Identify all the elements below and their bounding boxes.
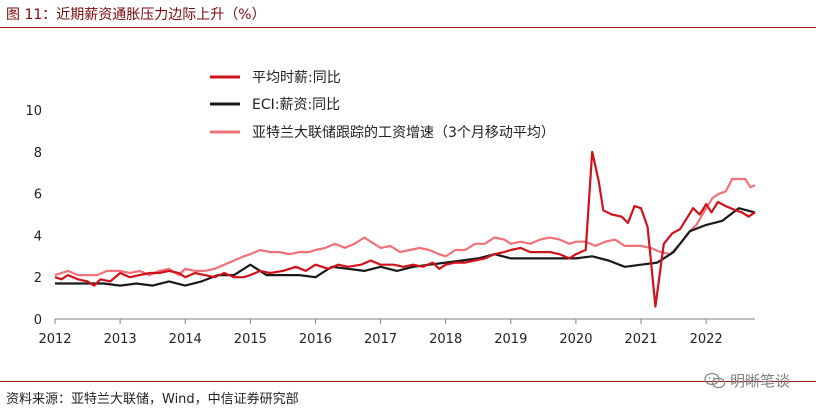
y-tick-label: 0	[34, 313, 42, 328]
legend-label-1: 平均时薪:同比	[252, 70, 341, 86]
y-tick-label: 8	[34, 146, 42, 161]
y-tick-label: 4	[34, 229, 42, 244]
bottom-rule	[0, 381, 816, 382]
figure-title: 图 11：近期薪资通胀压力边际上升（%）	[6, 7, 266, 23]
x-tick-label: 2016	[299, 332, 332, 347]
x-tick-label: 2018	[429, 332, 462, 347]
x-tick-label: 2019	[494, 332, 527, 347]
y-tick-label: 2	[34, 271, 42, 286]
x-tick-label: 2020	[559, 332, 592, 347]
x-tick-label: 2015	[234, 332, 267, 347]
y-tick-label: 10	[25, 104, 42, 119]
legend-label-2: ECI:薪资:同比	[252, 97, 340, 113]
y-tick-label: 6	[34, 188, 42, 203]
x-tick-label: 2021	[624, 332, 657, 347]
watermark-text: 明晰笔谈	[729, 372, 790, 390]
x-tick-label: 2014	[169, 332, 202, 347]
series-line-2	[55, 207, 756, 287]
top-rule	[0, 27, 816, 28]
figure-header: 图 11：近期薪资通胀压力边际上升（%）	[0, 0, 816, 26]
legend-label-3: 亚特兰大联储跟踪的工资增速（3个月移动平均）	[252, 125, 555, 141]
series-line-1	[54, 150, 756, 308]
x-tick-label: 2017	[364, 332, 397, 347]
x-tick-label: 2013	[104, 332, 137, 347]
x-tick-label: 2012	[38, 332, 71, 347]
watermark: 明晰笔谈	[704, 370, 790, 391]
chart-axes: 0 2 4 6 8 10 2012 2013 2014 2015 2016 2017 2018 2019 2…	[25, 104, 755, 347]
x-tick-label: 2022	[690, 332, 723, 347]
chart-series-layer	[54, 150, 756, 308]
source-note: 资料来源：亚特兰大联储，Wind，中信证券研究部	[6, 392, 299, 407]
wechat-icon	[704, 372, 726, 388]
line-chart: 0 2 4 6 8 10 2012 2013 2014 2015 2016 2017 2018 2019 2…	[25, 70, 756, 347]
series-line-3	[54, 177, 756, 277]
